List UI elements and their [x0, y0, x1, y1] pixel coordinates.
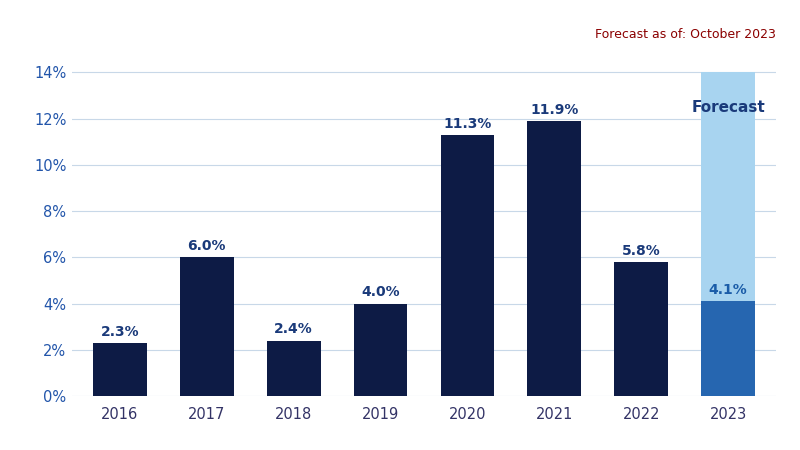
Bar: [702, 72, 755, 396]
Text: Forecast as of: October 2023: Forecast as of: October 2023: [595, 27, 776, 40]
Bar: [266, 341, 321, 396]
Text: 11.9%: 11.9%: [530, 103, 578, 117]
Bar: [614, 262, 668, 396]
Text: 5.8%: 5.8%: [622, 244, 661, 258]
Text: 6.0%: 6.0%: [187, 239, 226, 253]
Text: Forecast: Forecast: [691, 99, 765, 115]
Bar: [527, 121, 582, 396]
Bar: [180, 257, 234, 396]
Text: 2.3%: 2.3%: [101, 325, 139, 339]
Bar: [441, 135, 494, 396]
Text: 4.0%: 4.0%: [362, 285, 400, 299]
Bar: [93, 343, 146, 396]
Text: 4.1%: 4.1%: [709, 283, 747, 297]
Text: 11.3%: 11.3%: [443, 117, 492, 130]
Bar: [702, 301, 755, 396]
Text: 2.4%: 2.4%: [274, 322, 313, 337]
Bar: [354, 304, 407, 396]
